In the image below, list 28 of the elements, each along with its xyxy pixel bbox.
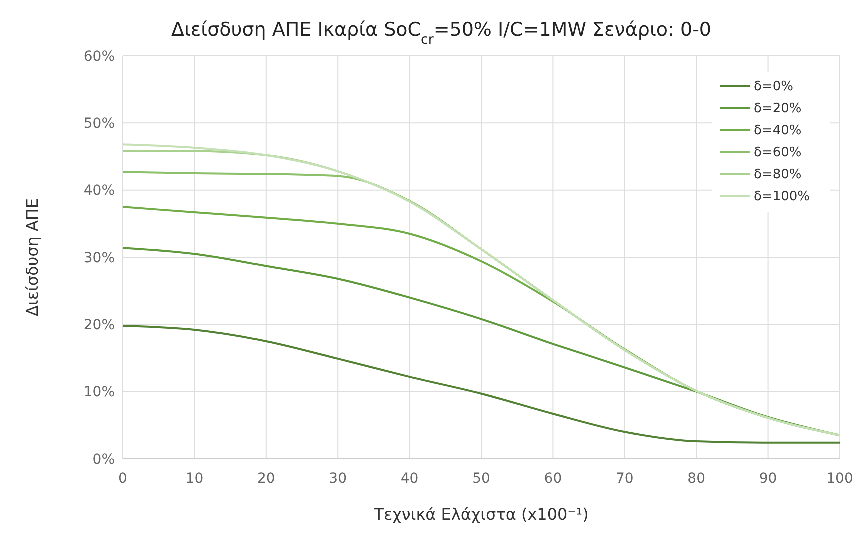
legend-label: δ=0% <box>754 80 794 95</box>
x-tick-label: 0 <box>118 471 128 487</box>
legend-label: δ=80% <box>754 168 802 183</box>
legend-label: δ=100% <box>754 190 810 205</box>
y-tick-label: 50% <box>84 116 115 132</box>
x-tick-label: 70 <box>616 471 634 487</box>
x-axis-title: Τεχνικά Ελάχιστα (x100⁻¹) <box>373 505 589 524</box>
x-tick-label: 40 <box>400 471 419 487</box>
x-tick-label: 60 <box>544 471 562 487</box>
y-tick-label: 60% <box>84 48 115 65</box>
x-tick-label: 100 <box>826 471 854 487</box>
y-axis-title: Διείσδυση ΑΠΕ <box>23 198 42 317</box>
x-tick-label: 90 <box>759 471 778 487</box>
x-tick-label: 30 <box>329 471 348 487</box>
y-tick-label: 10% <box>84 384 115 401</box>
legend-label: δ=40% <box>754 124 802 139</box>
x-tick-label: 80 <box>688 471 706 487</box>
x-tick-label: 20 <box>257 471 276 487</box>
line-series <box>122 325 841 444</box>
y-tick-label: 40% <box>84 183 115 200</box>
x-tick-label: 50 <box>472 471 490 487</box>
legend-label: δ=60% <box>754 146 802 161</box>
chart-title: Διείσδυση ΑΠΕ Ικαρία SoC$_{cr}$=50% I/C=1MW Σενάριο: 0-0 <box>171 19 712 48</box>
y-tick-label: 20% <box>84 318 115 334</box>
x-tick-label: 10 <box>186 471 204 487</box>
legend-label: δ=20% <box>754 102 802 117</box>
y-tick-label: 0% <box>92 452 115 468</box>
y-tick-label: 30% <box>84 250 115 266</box>
